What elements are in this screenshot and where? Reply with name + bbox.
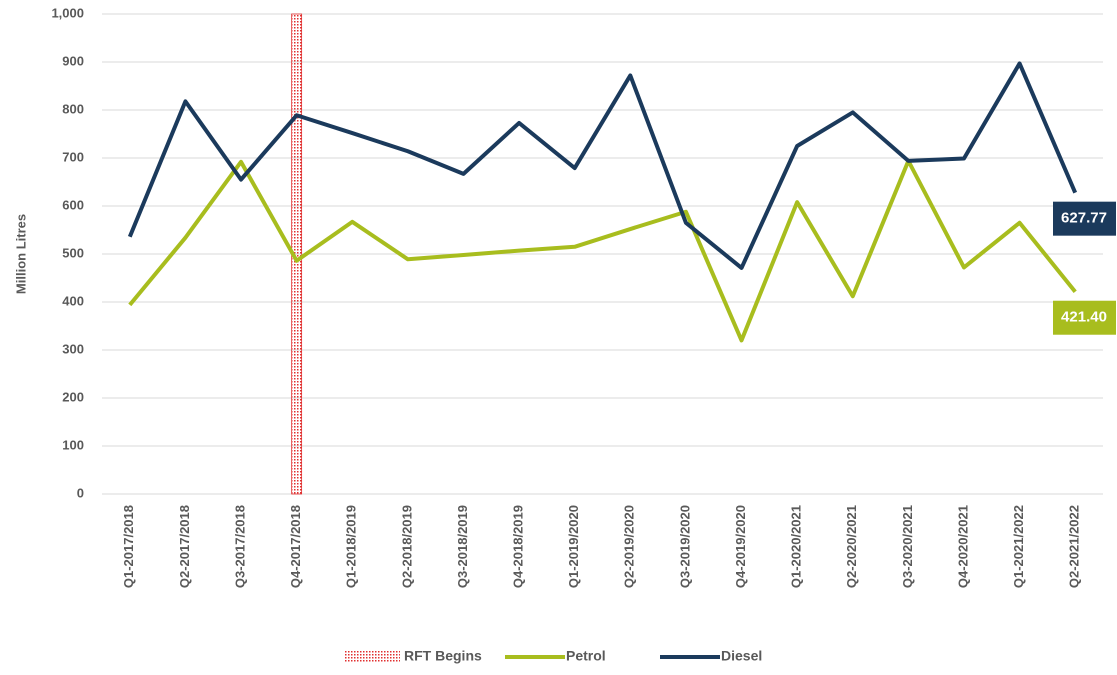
x-tick-label: Q3-2020/2021 xyxy=(900,505,915,588)
y-tick-label: 400 xyxy=(62,293,84,308)
y-tick-label: 300 xyxy=(62,341,84,356)
y-tick-label: 100 xyxy=(62,437,84,452)
y-tick-label: 500 xyxy=(62,245,84,260)
x-tick-label: Q2-2019/2020 xyxy=(622,505,637,588)
x-tick-label: Q3-2018/2019 xyxy=(455,505,470,588)
series-line xyxy=(127,61,1078,270)
x-tick-label: Q2-2017/2018 xyxy=(177,505,192,588)
y-tick-label: 600 xyxy=(62,197,84,212)
y-tick-label: 200 xyxy=(62,389,84,404)
x-tick-label: Q4-2018/2019 xyxy=(511,505,526,588)
y-tick-label: 700 xyxy=(62,149,84,164)
legend-swatch xyxy=(345,651,400,663)
value-label: 627.77 xyxy=(1061,210,1107,227)
legend-label: Petrol xyxy=(566,648,606,664)
x-tick-label: Q1-2020/2021 xyxy=(789,505,804,588)
y-tick-label: 0 xyxy=(77,485,84,500)
y-tick-label: 1,000 xyxy=(51,5,84,20)
y-axis-label: Million Litres xyxy=(13,214,28,294)
series-line xyxy=(128,158,1077,343)
y-tick-label: 800 xyxy=(62,101,84,116)
x-tick-label: Q2-2021/2022 xyxy=(1067,505,1082,588)
x-tick-label: Q2-2018/2019 xyxy=(399,505,414,588)
value-label-box xyxy=(1053,300,1116,335)
x-tick-label: Q1-2019/2020 xyxy=(566,505,581,588)
x-tick-label: Q4-2017/2018 xyxy=(288,505,303,588)
x-tick-label: Q1-2018/2019 xyxy=(344,505,359,588)
x-tick-label: Q2-2020/2021 xyxy=(844,505,859,588)
x-tick-label: Q1-2021/2022 xyxy=(1011,505,1026,588)
value-label-box xyxy=(1053,201,1116,236)
x-tick-label: Q1-2017/2018 xyxy=(121,505,136,588)
x-tick-label: Q4-2020/2021 xyxy=(955,505,970,588)
legend-label: RFT Begins xyxy=(404,648,482,664)
x-tick-label: Q4-2019/2020 xyxy=(733,505,748,588)
legend-label: Diesel xyxy=(721,648,762,664)
x-tick-label: Q3-2017/2018 xyxy=(232,505,247,588)
value-label: 421.40 xyxy=(1061,309,1107,326)
y-tick-label: 900 xyxy=(62,53,84,68)
x-tick-label: Q3-2019/2020 xyxy=(677,505,692,588)
